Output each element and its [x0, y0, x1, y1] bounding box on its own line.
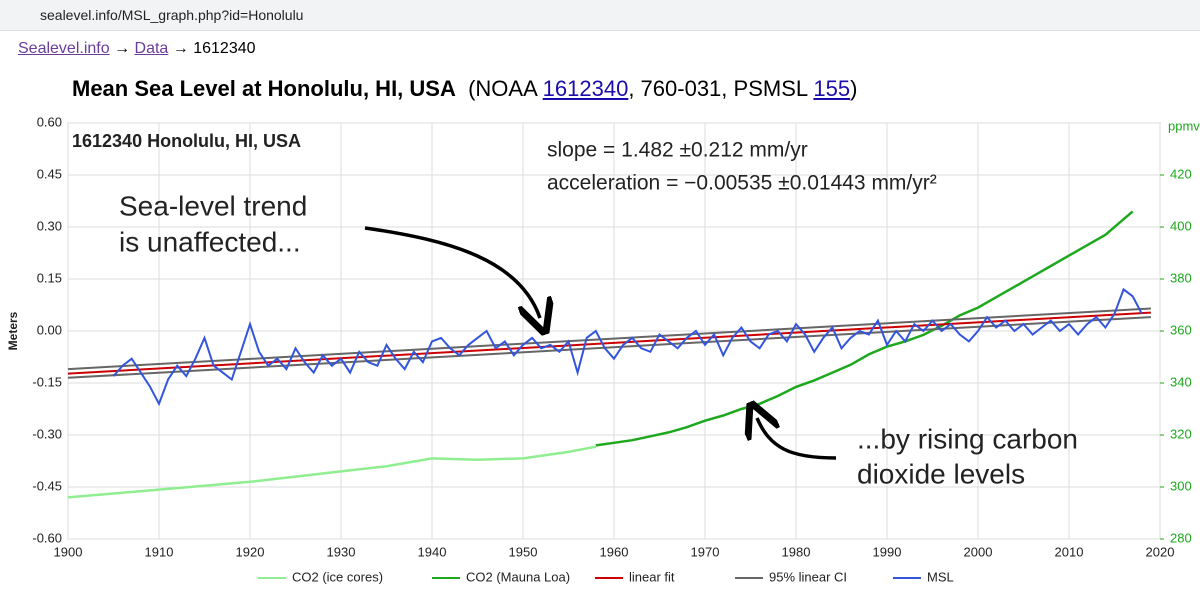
y2-tick-label: 360 — [1170, 322, 1192, 337]
y2-tick-label: 380 — [1170, 270, 1192, 285]
ci-lower-line — [67, 316, 1151, 379]
x-tick-label: 1980 — [782, 544, 811, 559]
link[interactable]: 1612340 — [542, 76, 629, 101]
y2-tick-label: 280 — [1170, 530, 1192, 545]
y-tick-label: 0.60 — [37, 114, 62, 129]
x-tick-label: 1900 — [54, 544, 83, 559]
co2-mlo-line — [595, 210, 1134, 447]
x-tick-label: 1950 — [509, 544, 538, 559]
link[interactable]: 155 — [813, 76, 851, 101]
t: , 760-031, PSMSL — [628, 76, 814, 101]
current: 1612340 — [193, 40, 256, 57]
y-tick-label: -0.45 — [32, 478, 62, 493]
legend-label: CO2 (ice cores) — [292, 569, 383, 584]
x-tick-label: 2020 — [1146, 544, 1175, 559]
x-tick-label: 1920 — [236, 544, 265, 559]
annotation: ...by rising carbon — [857, 423, 1078, 454]
co2-ice-line — [67, 445, 597, 499]
title: Mean Sea Level at Honolulu, HI, USA — [72, 76, 456, 101]
legend-label: CO2 (Mauna Loa) — [466, 569, 570, 584]
y-tick-label: 0.00 — [37, 322, 62, 337]
x-tick-label: 1910 — [145, 544, 174, 559]
annotation: is unaffected... — [119, 226, 301, 257]
x-tick-label: 1940 — [418, 544, 447, 559]
y-tick-label: -0.60 — [32, 530, 62, 545]
y-axis-label: Meters — [6, 311, 20, 350]
legend-label: MSL — [927, 569, 954, 584]
y2-tick-label: 420 — [1170, 166, 1192, 181]
y-tick-label: 0.15 — [37, 270, 62, 285]
annotation: acceleration = −0.00535 ±0.01443 mm/yr² — [547, 172, 937, 195]
y2-tick-label: 320 — [1170, 426, 1192, 441]
heading: Mean Sea Level at Honolulu, HI, USA (NOA… — [72, 76, 857, 102]
y-tick-label: -0.30 — [32, 426, 62, 441]
url-bar[interactable]: sealevel.info/MSL_graph.php?id=Honolulu — [0, 0, 1200, 31]
arrow — [364, 226, 540, 318]
x-tick-label: 2000 — [964, 544, 993, 559]
annotation: Sea-level trend — [119, 190, 307, 221]
legend-label: 95% linear CI — [769, 569, 847, 584]
y2-axis-label: ppmv — [1168, 118, 1200, 133]
x-tick-label: 1960 — [600, 544, 629, 559]
annotation: dioxide levels — [857, 458, 1025, 489]
x-tick-label: 2010 — [1055, 544, 1084, 559]
ci-upper-line — [67, 307, 1151, 371]
link[interactable]: Data — [134, 40, 169, 57]
breadcrumb: Sealevel.info → Data → 1612340 — [18, 40, 256, 58]
sep: → — [114, 40, 131, 57]
x-tick-label: 1930 — [327, 544, 356, 559]
x-tick-label: 1970 — [691, 544, 720, 559]
annotation: 1612340 Honolulu, HI, USA — [72, 131, 301, 151]
t: ) — [850, 76, 858, 101]
y-tick-label: 0.30 — [37, 218, 62, 233]
arrow — [757, 418, 837, 460]
sep: → — [172, 40, 189, 57]
x-tick-label: 1990 — [873, 544, 902, 559]
legend-label: linear fit — [629, 569, 675, 584]
y-tick-label: 0.45 — [37, 166, 62, 181]
y2-tick-label: 340 — [1170, 374, 1192, 389]
msl-line — [112, 287, 1143, 407]
y-tick-label: -0.15 — [32, 374, 62, 389]
annotation: slope = 1.482 ±0.212 mm/yr — [547, 139, 808, 162]
t: (NOAA — [468, 76, 543, 101]
fit-line — [67, 311, 1151, 375]
y2-tick-label: 400 — [1170, 218, 1192, 233]
y2-tick-label: 300 — [1170, 478, 1192, 493]
link[interactable]: Sealevel.info — [18, 40, 110, 57]
